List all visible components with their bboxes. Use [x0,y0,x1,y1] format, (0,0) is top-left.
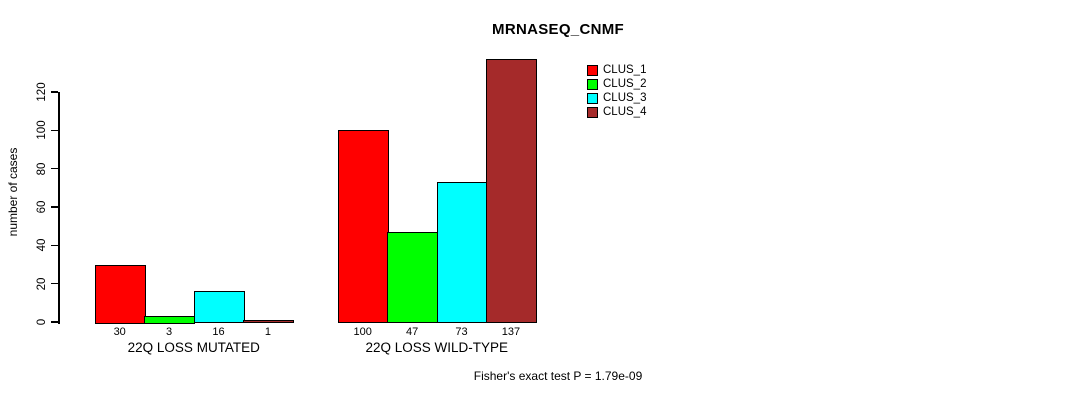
bar-value-label: 3 [166,326,173,338]
y-axis-tick [51,167,58,170]
bar [193,291,245,324]
bar-value-label: 1 [264,326,271,338]
legend-label: CLUS_1 [603,64,647,76]
legend-label: CLUS_2 [603,78,647,90]
bar-value-label: 137 [501,326,521,338]
y-axis-tick-label: 120 [36,82,48,102]
legend-swatch [587,78,598,90]
y-axis-tick [51,321,58,323]
bar-value-label: 30 [113,326,126,338]
y-axis-tick-label: 100 [36,120,48,140]
y-axis-tick [51,282,58,285]
y-axis-tick-label: 40 [36,238,48,252]
y-axis-tick [51,206,58,208]
bar [144,316,196,324]
chart-title: MRNASEQ_CNMF [492,21,624,38]
bar [95,264,146,324]
y-axis-tick-label: 0 [36,318,48,326]
y-axis-tick-label: 80 [36,162,48,176]
y-axis-line [58,92,60,324]
legend-item: CLUS_3 [587,92,646,104]
legend-swatch [587,64,598,76]
y-axis-tick [51,129,58,132]
bar [436,182,488,324]
bar [387,231,439,324]
y-axis-tick [51,244,58,247]
legend-item: CLUS_1 [587,64,646,76]
group-label: 22Q LOSS MUTATED [127,340,260,355]
legend-item: CLUS_4 [587,106,646,118]
y-axis-tick-label: 20 [36,277,48,291]
legend-label: CLUS_3 [603,92,647,104]
legend-item: CLUS_2 [587,78,646,90]
y-axis-tick [51,91,58,93]
legend-swatch [587,92,598,104]
bar-value-label: 73 [455,326,468,338]
bar [486,59,538,324]
group-label: 22Q LOSS WILD-TYPE [365,340,509,355]
y-axis-label: number of cases [6,147,20,237]
bar [338,130,389,324]
y-axis-tick-label: 60 [36,200,48,214]
bar-value-label: 16 [212,326,225,338]
annotation-text: Fisher's exact test P = 1.79e-09 [473,369,643,383]
legend-swatch [587,106,598,118]
bar [243,320,295,324]
bar-value-label: 100 [353,326,372,338]
legend-label: CLUS_4 [603,106,647,118]
bar-value-label: 47 [405,326,419,338]
